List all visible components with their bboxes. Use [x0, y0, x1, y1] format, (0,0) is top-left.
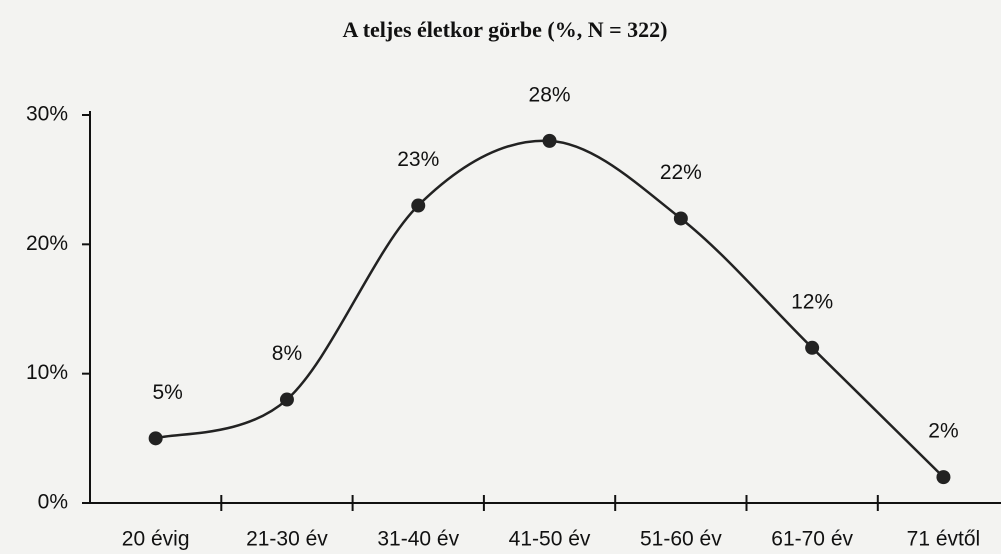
x-tick-label: 51-60 év — [640, 528, 722, 551]
x-tick-label: 61-70 év — [771, 528, 853, 551]
data-label: 23% — [397, 148, 439, 171]
marker — [936, 470, 951, 485]
x-tick-label: 31-40 év — [377, 528, 459, 551]
y-tick-label: 30% — [26, 103, 68, 126]
data-label: 12% — [791, 290, 833, 313]
marker — [148, 431, 163, 446]
data-label: 5% — [152, 381, 182, 404]
x-tick-label: 20 évig — [122, 528, 190, 551]
x-tick-label: 21-30 év — [246, 528, 328, 551]
marker — [673, 211, 688, 226]
chart-title: A teljes életkor görbe (%, N = 322) — [343, 17, 668, 42]
marker — [411, 198, 426, 213]
y-tick-label: 0% — [38, 491, 68, 514]
data-label: 2% — [928, 420, 958, 443]
x-tick-label: 71 évtől — [907, 528, 981, 551]
marker — [542, 133, 557, 148]
y-tick-label: 10% — [26, 361, 68, 384]
data-label: 22% — [660, 161, 702, 184]
x-tick-label: 41-50 év — [509, 528, 591, 551]
marker — [279, 392, 294, 407]
marker — [805, 340, 820, 355]
data-label: 28% — [529, 83, 571, 106]
y-tick-label: 20% — [26, 232, 68, 255]
data-label: 8% — [272, 342, 302, 365]
